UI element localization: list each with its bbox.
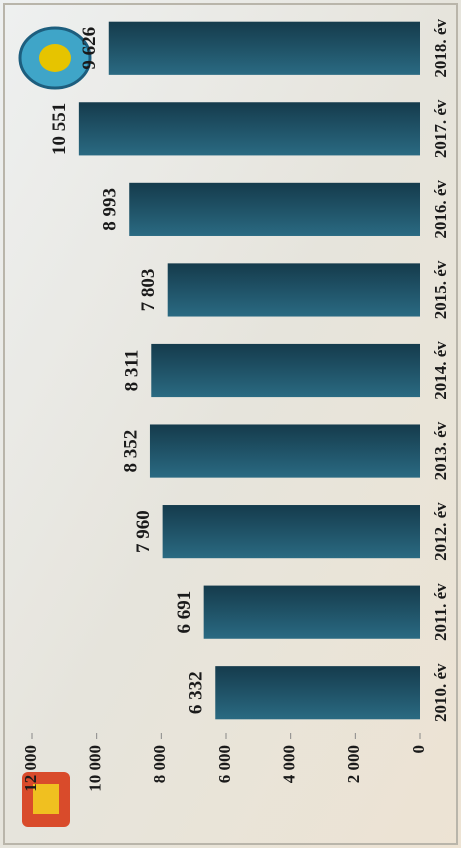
bar [162,505,420,559]
x-tick-label: 2012. év [431,502,450,561]
value-label: 9 626 [79,27,100,70]
x-tick-label: 2015. év [431,260,450,319]
value-label: 6 332 [186,671,207,714]
value-label: 7 803 [138,269,159,312]
bar [78,102,420,156]
bar [108,21,420,75]
logo-top [18,26,92,90]
frame [3,3,458,845]
value-label: 8 311 [122,350,143,392]
plot: 0 2 000 4 000 6 000 8 000 10 000 12 000 2010. é… [21,19,450,792]
value-label: 8 352 [120,430,141,473]
bar [167,263,420,317]
x-tick-label: 2014. év [431,341,450,400]
x-tick-label: 2016. év [431,180,450,239]
x-tick-label: 2013. év [431,421,450,480]
value-label: 10 551 [49,103,70,155]
value-label: 6 691 [174,591,195,634]
value-label: 7 960 [133,510,154,553]
logo-bottom [22,772,70,827]
x-tick-label: 2010. év [431,663,450,722]
y-tick-label: 12 000 [21,745,40,792]
bar [149,424,420,478]
bar [129,182,421,236]
y-tick-label: 4 000 [280,745,299,783]
bar [215,666,420,720]
bar [151,343,420,398]
y-tick-label: 2 000 [344,745,363,783]
y-tick-label: 6 000 [215,745,234,783]
value-label: 8 993 [100,188,121,231]
x-tick-label: 2017. év [431,99,450,158]
y-tick-label: 10 000 [86,745,105,792]
x-tick-label: 2018. év [431,19,450,78]
bar [203,585,420,639]
x-tick-label: 2011. év [431,583,450,641]
y-tick-label: 8 000 [150,745,169,783]
y-tick-label: 0 [409,745,428,754]
